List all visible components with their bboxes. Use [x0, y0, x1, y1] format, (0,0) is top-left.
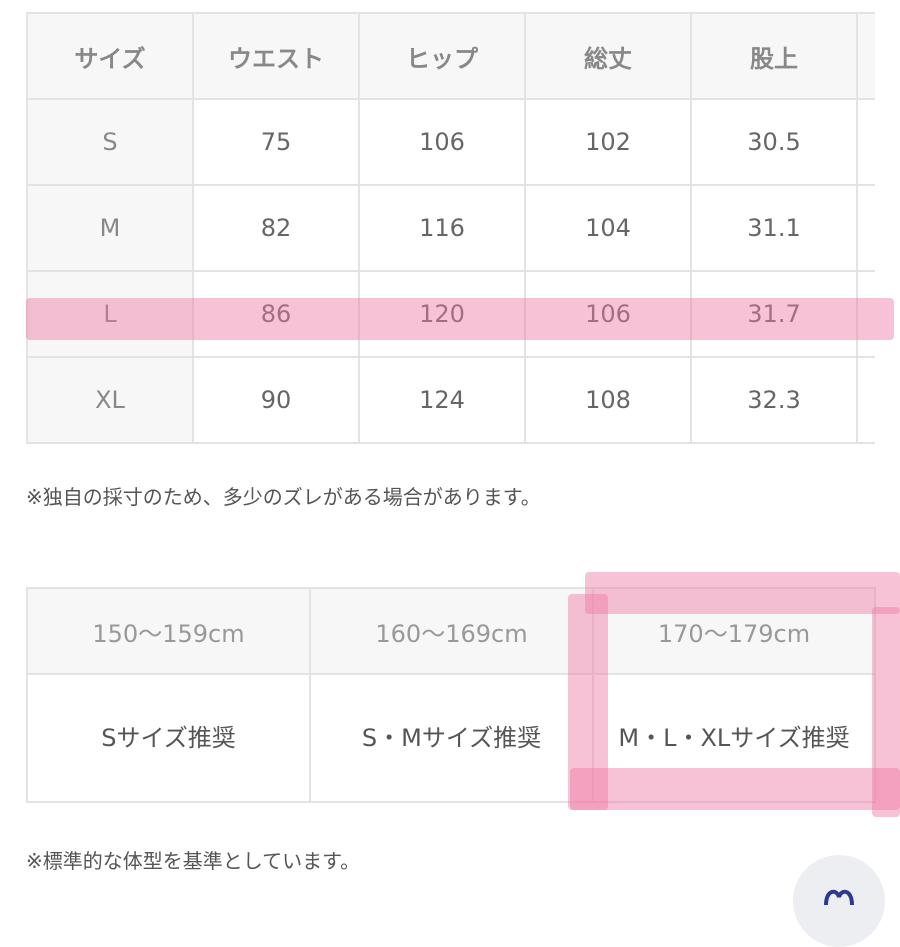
cell: 116 — [358, 184, 526, 272]
table-header-row: サイズ ウエスト ヒップ 総丈 股上 — [26, 12, 875, 100]
table-row: L 86 120 106 31.7 — [26, 270, 875, 358]
highlight-box-top — [585, 572, 900, 614]
header-cell: 160〜169cm — [309, 587, 594, 675]
highlight-box-bottom — [570, 768, 900, 810]
cell-cut — [856, 184, 875, 272]
size-cell: XL — [26, 356, 194, 444]
cell: 108 — [524, 356, 692, 444]
favorite-button[interactable] — [793, 855, 885, 947]
cell: 120 — [358, 270, 526, 358]
cell: 106 — [524, 270, 692, 358]
height-header-row: 150〜159cm 160〜169cm 170〜179cm — [26, 587, 876, 675]
size-cell: M — [26, 184, 194, 272]
highlight-box-left — [568, 594, 608, 810]
table-row: XL 90 124 108 32.3 — [26, 356, 875, 444]
cell: 30.5 — [690, 98, 858, 186]
header-cell: 股上 — [690, 12, 858, 100]
table-row: M 82 116 104 31.1 — [26, 184, 875, 272]
cell: S・Mサイズ推奨 — [309, 673, 594, 803]
header-cell: 150〜159cm — [26, 587, 311, 675]
cell-cut — [856, 356, 875, 444]
measurement-note: ※独自の採寸のため、多少のズレがある場合があります。 — [26, 485, 541, 509]
cell: 104 — [524, 184, 692, 272]
body-type-note: ※標準的な体型を基準としています。 — [26, 849, 361, 873]
table-row: S 75 106 102 30.5 — [26, 98, 875, 186]
cell: M・L・XLサイズ推奨 — [592, 673, 876, 803]
highlight-box-right — [872, 607, 900, 817]
cell: 90 — [192, 356, 360, 444]
highlight-row-l — [26, 298, 894, 340]
cell: Sサイズ推奨 — [26, 673, 311, 803]
cell: 124 — [358, 356, 526, 444]
cell: 75 — [192, 98, 360, 186]
cell-cut — [856, 270, 875, 358]
heart-icon — [824, 889, 854, 906]
cell: 31.1 — [690, 184, 858, 272]
header-cell: 170〜179cm — [592, 587, 876, 675]
cell: 86 — [192, 270, 360, 358]
header-cell: 総丈 — [524, 12, 692, 100]
header-cell-cut — [856, 12, 875, 100]
header-cell: ウエスト — [192, 12, 360, 100]
header-cell: ヒップ — [358, 12, 526, 100]
height-table: 150〜159cm 160〜169cm 170〜179cm Sサイズ推奨 S・M… — [26, 587, 876, 803]
recommendation-row: Sサイズ推奨 S・Mサイズ推奨 M・L・XLサイズ推奨 — [26, 673, 876, 803]
header-cell: サイズ — [26, 12, 194, 100]
size-cell: S — [26, 98, 194, 186]
cell: 106 — [358, 98, 526, 186]
cell: 31.7 — [690, 270, 858, 358]
cell: 102 — [524, 98, 692, 186]
cell: 32.3 — [690, 356, 858, 444]
size-cell: L — [26, 270, 194, 358]
size-table: サイズ ウエスト ヒップ 総丈 股上 S 75 106 102 30.5 M 8… — [26, 12, 875, 444]
cell-cut — [856, 98, 875, 186]
cell: 82 — [192, 184, 360, 272]
